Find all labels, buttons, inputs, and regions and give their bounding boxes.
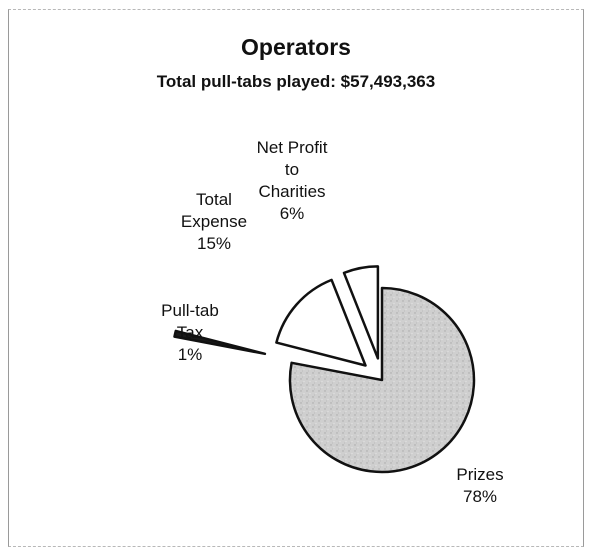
pie-slice-total-expense — [275, 278, 367, 367]
pie-slice-pull-tab-tax — [173, 329, 267, 356]
chart-title: Operators — [241, 34, 351, 60]
slice-label-prizes: Prizes 78% — [456, 465, 504, 506]
slice-label-total-expense: Total Expense 15% — [180, 190, 248, 253]
slice-label-net-profit-to-charities: Net Profit to Charities 6% — [256, 138, 328, 223]
chart-subtitle: Total pull-tabs played: $57,493,363 — [156, 72, 436, 91]
pie-slice-net-profit-to-charities — [342, 265, 380, 360]
pie-slice-prizes — [288, 286, 476, 474]
chart-frame — [8, 9, 584, 547]
slice-label-pull-tab-tax: Pull-tab Tax 1% — [161, 301, 219, 364]
